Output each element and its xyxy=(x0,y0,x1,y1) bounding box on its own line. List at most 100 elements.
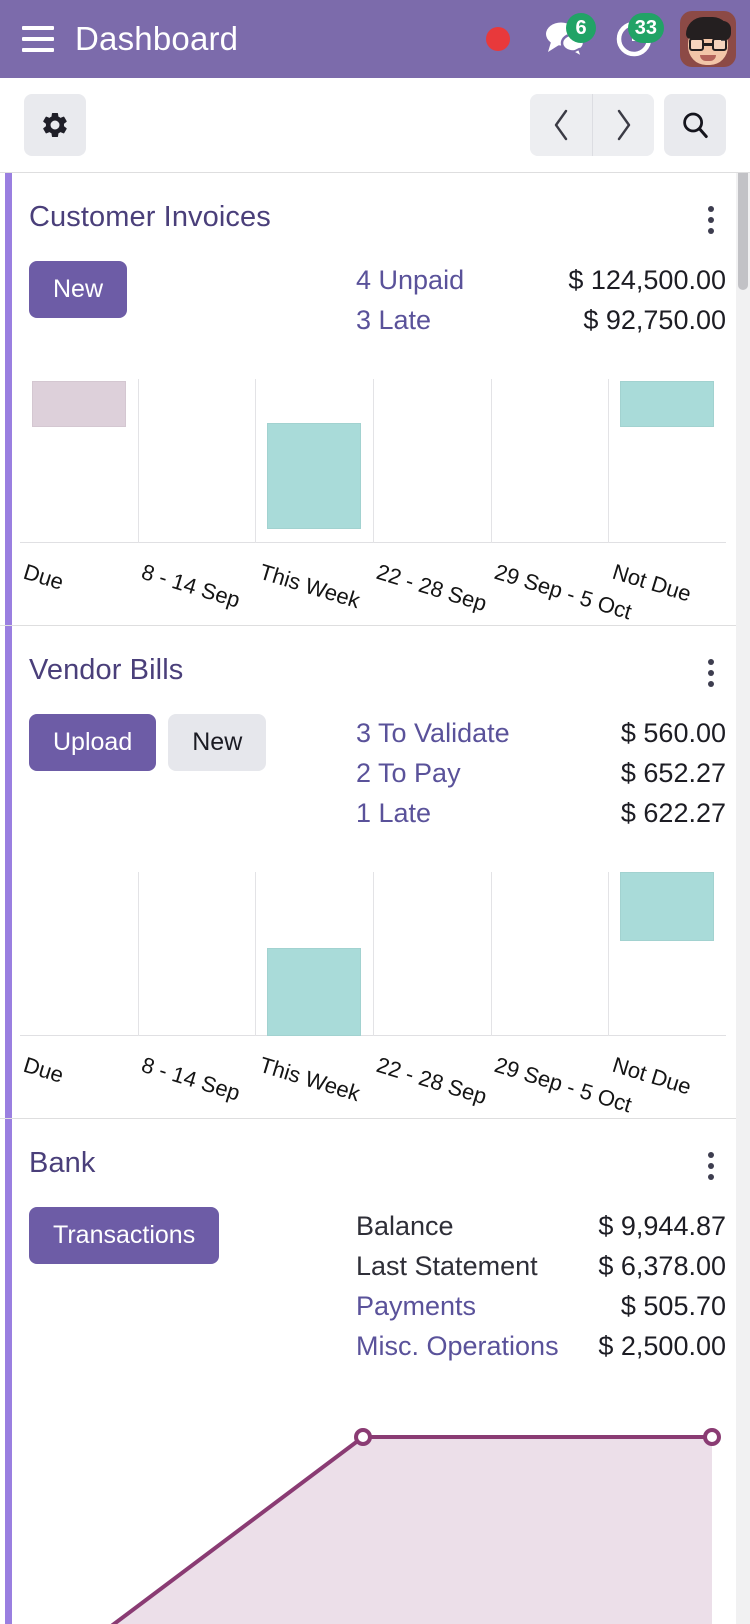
stat-label-last-statement: Last Statement xyxy=(356,1250,538,1281)
gridline xyxy=(255,378,257,543)
stat-row: 2 To Pay $ 652.27 xyxy=(356,754,726,794)
page-title: Dashboard xyxy=(75,20,239,57)
stat-value-payments: $ 505.70 xyxy=(620,1290,726,1321)
bar-plot-area xyxy=(20,860,726,1036)
settings-button[interactable] xyxy=(24,94,86,156)
x-tick-label: 8 - 14 Sep xyxy=(138,1051,244,1106)
hamburger-icon[interactable] xyxy=(22,24,56,54)
stat-value-unpaid: $ 124,500.00 xyxy=(568,265,726,295)
x-tick-label: This Week xyxy=(256,558,363,614)
card-body: Upload New 3 To Validate $ 560.00 2 To P… xyxy=(0,692,750,844)
gridline xyxy=(373,378,374,543)
kebab-menu-icon[interactable] xyxy=(696,201,726,239)
control-panel xyxy=(0,78,750,173)
stat-row: 4 Unpaid $ 124,500.00 xyxy=(356,261,726,301)
avatar[interactable] xyxy=(680,11,736,67)
gridline xyxy=(373,871,374,1036)
x-tick-label: Due xyxy=(21,558,68,595)
card-title: Bank xyxy=(29,1146,96,1179)
stat-row: Last Statement $ 6,378.00 xyxy=(356,1247,726,1287)
gridline xyxy=(608,871,610,1036)
bar-this-week[interactable] xyxy=(267,947,362,1036)
card-stats: Balance $ 9,944.87 Last Statement $ 6,37… xyxy=(356,1207,726,1367)
card-actions: Upload New xyxy=(29,713,267,771)
navbar-right-actions: 6 33 xyxy=(486,11,736,67)
stat-label-payments[interactable]: Payments xyxy=(356,1290,477,1321)
bills-bar-chart[interactable]: Due 8 - 14 Sep This Week 22 - 28 Sep 29 Sep … xyxy=(0,860,750,1118)
card-header: Bank xyxy=(0,1119,750,1185)
stat-label-late[interactable]: 3 Late xyxy=(356,304,432,335)
search-button[interactable] xyxy=(664,94,726,156)
card-stats: 4 Unpaid $ 124,500.00 3 Late $ 92,750.00 xyxy=(356,261,726,341)
area-fill xyxy=(113,1436,712,1624)
toolbar-right xyxy=(530,94,726,156)
data-point-marker[interactable] xyxy=(703,1427,721,1446)
vertical-scrollbar[interactable] xyxy=(736,0,750,1624)
chevron-left-icon xyxy=(554,109,568,141)
stat-value-balance: $ 9,944.87 xyxy=(598,1210,726,1241)
stat-label-late[interactable]: 1 Late xyxy=(356,797,432,828)
card-vendor-bills: Vendor Bills Upload New 3 To Validate $ … xyxy=(0,625,750,1119)
card-stats: 3 To Validate $ 560.00 2 To Pay $ 652.27… xyxy=(356,714,726,834)
bar-plot-area xyxy=(20,367,726,543)
search-icon xyxy=(683,112,708,138)
gridline xyxy=(608,378,610,543)
bar-due[interactable] xyxy=(31,380,126,427)
card-actions: New xyxy=(29,261,128,318)
stat-value-to-validate: $ 560.00 xyxy=(620,717,726,748)
kebab-menu-icon[interactable] xyxy=(696,654,726,692)
stat-row: 1 Late $ 622.27 xyxy=(356,794,726,834)
gear-icon xyxy=(43,112,67,138)
transactions-button[interactable]: Transactions xyxy=(29,1206,220,1264)
stat-label-to-validate[interactable]: 3 To Validate xyxy=(356,717,510,748)
x-tick-label: This Week xyxy=(256,1051,363,1106)
bar-not-due[interactable] xyxy=(620,380,715,427)
stat-value-misc-operations: $ 2,500.00 xyxy=(598,1330,726,1361)
card-customer-invoices: Customer Invoices New 4 Unpaid $ 124,500… xyxy=(0,173,750,626)
next-button[interactable] xyxy=(592,94,654,156)
stat-value-last-statement: $ 6,378.00 xyxy=(598,1250,726,1281)
data-point-marker[interactable] xyxy=(354,1427,372,1446)
x-tick-label: 22 - 28 Sep xyxy=(374,558,491,617)
bar-this-week[interactable] xyxy=(267,423,362,529)
stat-label-misc-operations[interactable]: Misc. Operations xyxy=(356,1330,559,1361)
stat-label-balance: Balance xyxy=(356,1210,454,1241)
kebab-menu-icon[interactable] xyxy=(696,1147,726,1185)
messages-button[interactable]: 6 xyxy=(538,13,596,63)
gridline xyxy=(490,871,492,1036)
invoices-bar-chart[interactable]: Due 8 - 14 Sep This Week 22 - 28 Sep 29 Sep … xyxy=(0,367,750,625)
gridline xyxy=(490,378,492,543)
record-dot-icon[interactable] xyxy=(486,27,510,51)
x-axis-labels: Due 8 - 14 Sep This Week 22 - 28 Sep 29 Sep … xyxy=(20,1036,726,1118)
pager xyxy=(530,94,654,156)
gridline xyxy=(255,871,257,1036)
x-axis-labels: Due 8 - 14 Sep This Week 22 - 28 Sep 29 Sep … xyxy=(20,543,726,625)
stat-row: 3 To Validate $ 560.00 xyxy=(356,714,726,754)
gridline xyxy=(137,378,139,543)
top-navbar: Dashboard 6 33 xyxy=(0,0,750,78)
previous-button[interactable] xyxy=(530,94,592,156)
card-header: Vendor Bills xyxy=(0,626,750,692)
upload-bill-button[interactable]: Upload xyxy=(29,713,157,771)
card-body: New 4 Unpaid $ 124,500.00 3 Late $ 92,75… xyxy=(0,239,750,351)
new-bill-button[interactable]: New xyxy=(168,713,267,771)
stat-value-late: $ 92,750.00 xyxy=(583,304,726,335)
dashboard-content[interactable]: Customer Invoices New 4 Unpaid $ 124,500… xyxy=(0,173,750,1624)
bank-area-chart[interactable] xyxy=(0,1401,750,1624)
bar-not-due[interactable] xyxy=(620,872,715,941)
stat-row: Payments $ 505.70 xyxy=(356,1287,726,1327)
stat-row: Misc. Operations $ 2,500.00 xyxy=(356,1327,726,1367)
chevron-right-icon xyxy=(617,109,630,141)
card-actions: Transactions xyxy=(29,1206,220,1264)
x-tick-label: 22 - 28 Sep xyxy=(374,1051,491,1109)
stat-row: Balance $ 9,944.87 xyxy=(356,1207,726,1247)
stat-value-late: $ 622.27 xyxy=(620,797,726,828)
messages-badge: 6 xyxy=(566,13,596,43)
new-invoice-button[interactable]: New xyxy=(29,261,128,318)
x-tick-label: 8 - 14 Sep xyxy=(138,558,244,613)
activities-button[interactable]: 33 xyxy=(606,13,664,63)
stat-label-to-pay[interactable]: 2 To Pay xyxy=(356,757,461,788)
stat-label-unpaid[interactable]: 4 Unpaid xyxy=(356,265,465,295)
area-markers xyxy=(354,1427,721,1446)
